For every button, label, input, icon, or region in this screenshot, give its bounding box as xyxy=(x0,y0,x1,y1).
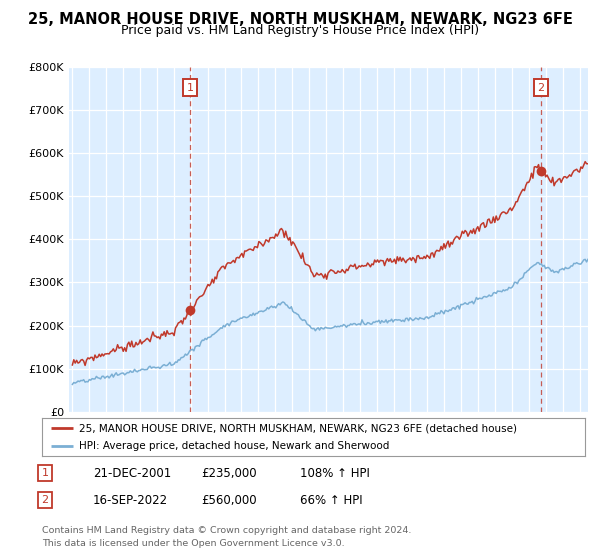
Text: 16-SEP-2022: 16-SEP-2022 xyxy=(93,493,168,507)
Text: Contains HM Land Registry data © Crown copyright and database right 2024.
This d: Contains HM Land Registry data © Crown c… xyxy=(42,526,412,548)
Text: Price paid vs. HM Land Registry's House Price Index (HPI): Price paid vs. HM Land Registry's House … xyxy=(121,24,479,37)
Text: 2: 2 xyxy=(41,495,49,505)
Text: 66% ↑ HPI: 66% ↑ HPI xyxy=(300,493,362,507)
Text: 1: 1 xyxy=(41,468,49,478)
Text: £235,000: £235,000 xyxy=(201,466,257,480)
Text: 25, MANOR HOUSE DRIVE, NORTH MUSKHAM, NEWARK, NG23 6FE: 25, MANOR HOUSE DRIVE, NORTH MUSKHAM, NE… xyxy=(28,12,572,27)
Text: £560,000: £560,000 xyxy=(201,493,257,507)
Text: 2: 2 xyxy=(537,83,544,93)
Text: 21-DEC-2001: 21-DEC-2001 xyxy=(93,466,171,480)
Text: 1: 1 xyxy=(187,83,194,93)
Text: HPI: Average price, detached house, Newark and Sherwood: HPI: Average price, detached house, Newa… xyxy=(79,441,389,451)
Text: 108% ↑ HPI: 108% ↑ HPI xyxy=(300,466,370,480)
Text: 25, MANOR HOUSE DRIVE, NORTH MUSKHAM, NEWARK, NG23 6FE (detached house): 25, MANOR HOUSE DRIVE, NORTH MUSKHAM, NE… xyxy=(79,423,517,433)
